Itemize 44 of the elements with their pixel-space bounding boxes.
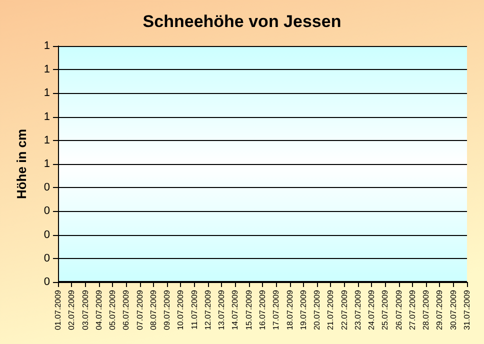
x-tick-label: 29.07.2009 — [435, 289, 444, 330]
x-tick-label: 23.07.2009 — [353, 289, 362, 330]
y-tick-label: 1 — [44, 64, 50, 76]
x-tick-label: 04.07.2009 — [94, 289, 104, 330]
y-tick-label: 0 — [44, 205, 50, 218]
x-tick-label: 15.07.2009 — [244, 289, 254, 330]
x-tick-label: 27.07.2009 — [408, 289, 417, 330]
y-tick-label: 0 — [44, 182, 50, 194]
y-tick-label: 1 — [44, 110, 50, 123]
x-tick-label: 22.07.2009 — [340, 289, 349, 330]
x-tick-label: 18.07.2009 — [285, 289, 294, 330]
y-tick-label: 0 — [44, 252, 50, 264]
y-tick-label: 1 — [44, 134, 50, 146]
y-tick-label: 0 — [44, 228, 50, 241]
x-tick-label: 06.07.2009 — [122, 289, 131, 330]
x-tick-label: 17.07.2009 — [272, 289, 281, 330]
y-tick-label: 1 — [44, 87, 50, 100]
x-tick-label: 28.07.2009 — [422, 289, 431, 330]
y-axis-title: Höhe in cm — [14, 128, 29, 200]
x-tick-label: 03.07.2009 — [80, 289, 90, 330]
x-tick-label: 31.07.2009 — [462, 289, 472, 330]
x-tick-label: 21.07.2009 — [326, 289, 336, 330]
x-tick-label: 14.07.2009 — [230, 289, 240, 330]
x-tick-label: 05.07.2009 — [108, 289, 118, 330]
x-tick-label: 13.07.2009 — [217, 289, 226, 330]
y-tick-label: 0 — [44, 276, 50, 288]
x-tick-label: 12.07.2009 — [203, 289, 212, 330]
x-tick-label: 02.07.2009 — [67, 289, 76, 330]
x-tick-label: 08.07.2009 — [148, 289, 158, 330]
x-tick-label: 10.07.2009 — [176, 289, 186, 330]
x-tick-label: 11.07.2009 — [190, 289, 199, 330]
x-tick-label: 07.07.2009 — [135, 289, 144, 330]
x-tick-label: 16.07.2009 — [258, 289, 267, 330]
x-tick-label: 24.07.2009 — [367, 289, 376, 330]
x-tick-label: 25.07.2009 — [380, 289, 390, 330]
x-tick-label: 26.07.2009 — [394, 289, 404, 330]
x-tick-label: 09.07.2009 — [162, 289, 172, 330]
y-tick-label: 1 — [44, 40, 50, 52]
y-tick-label: 1 — [44, 158, 50, 170]
x-tick-label: 30.07.2009 — [448, 289, 458, 330]
x-tick-label: 19.07.2009 — [298, 289, 308, 330]
chart-title: Schneehöhe von Jessen — [142, 12, 342, 31]
x-tick-label: 20.07.2009 — [312, 289, 322, 330]
x-tick-label: 01.07.2009 — [54, 289, 62, 330]
